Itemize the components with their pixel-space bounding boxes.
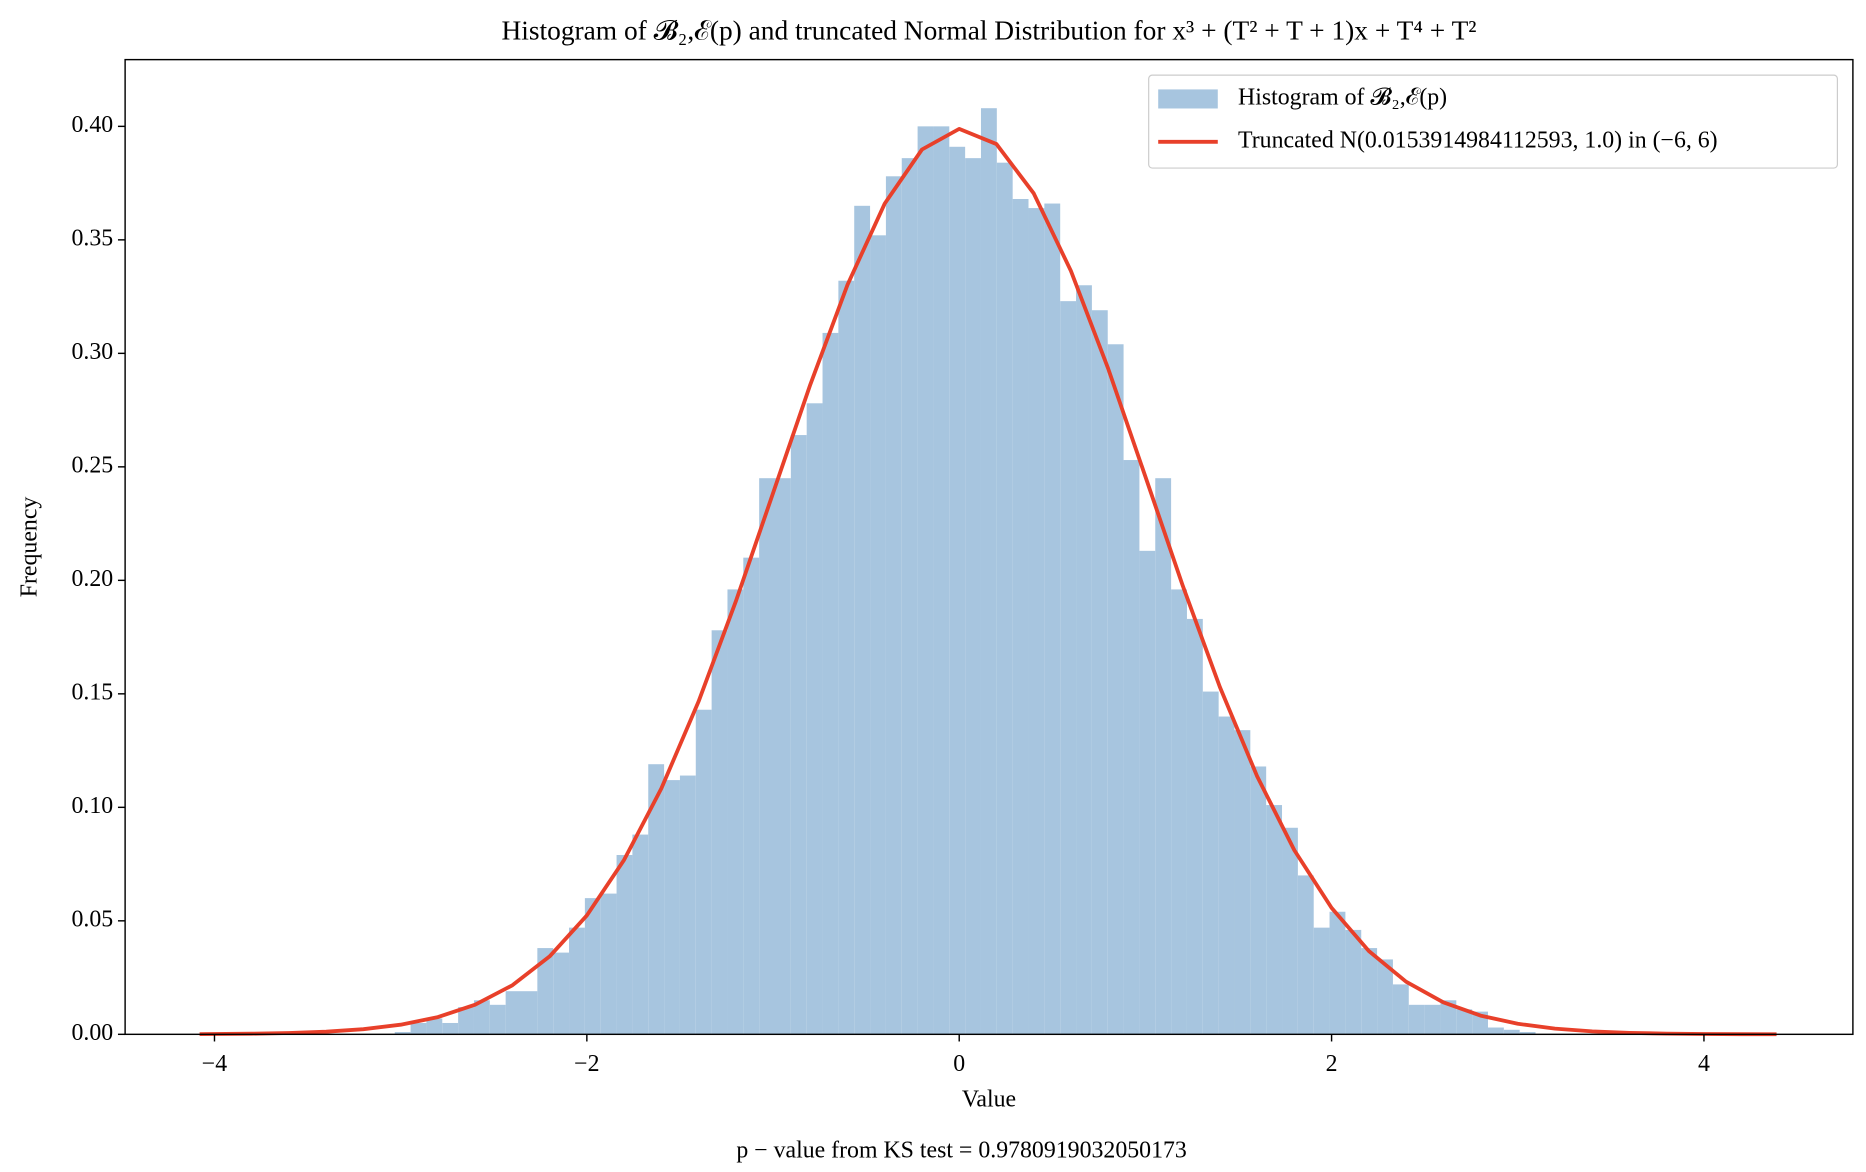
histogram-bar <box>1139 550 1156 1035</box>
histogram-bar <box>822 332 839 1035</box>
x-axis-label: Value <box>962 1087 1016 1113</box>
histogram-bar <box>1503 1029 1520 1035</box>
histogram-bar <box>885 176 902 1035</box>
histogram-bar <box>442 1022 459 1035</box>
histogram-bar <box>1345 929 1362 1035</box>
histogram-bar <box>854 205 871 1035</box>
chart-title: Histogram of 𝓑₂,ℰ(p) and truncated Norma… <box>501 16 1476 46</box>
histogram-bar <box>600 893 617 1035</box>
histogram-bar <box>1313 927 1330 1035</box>
histogram-bar <box>980 108 997 1035</box>
x-tick-label: −4 <box>202 1051 227 1077</box>
histogram-bar <box>489 1004 506 1035</box>
histogram-bar <box>1076 285 1092 1035</box>
x-tick-label: −2 <box>574 1051 599 1077</box>
histogram-bar <box>996 162 1013 1035</box>
histogram-bar <box>901 158 918 1035</box>
histogram-bar <box>727 589 744 1035</box>
histogram-bar <box>1060 301 1077 1035</box>
histogram-bar <box>1028 208 1045 1035</box>
annotation: p − value from KS test = 0.9780919032050… <box>736 1138 1186 1164</box>
legend-swatch <box>1158 89 1218 109</box>
histogram-bar <box>569 927 585 1035</box>
histogram-bar <box>743 557 760 1035</box>
histogram-bar <box>458 1007 474 1035</box>
legend: Histogram of 𝓑₂,ℰ(p) Truncated N(0.015391… <box>1148 74 1838 169</box>
histogram-bar <box>1487 1027 1504 1035</box>
histogram-bar <box>806 403 823 1035</box>
histogram-bar <box>473 1000 490 1035</box>
y-tick-label: 0.35 <box>71 225 113 251</box>
histogram-bar <box>1297 875 1314 1035</box>
histogram-bar <box>1456 1009 1473 1035</box>
histogram-bar <box>1044 203 1061 1035</box>
histogram-bar <box>410 1022 427 1035</box>
x-tick-label: 2 <box>1326 1051 1338 1077</box>
histogram-bar <box>695 709 712 1035</box>
y-axis-label: Frequency <box>16 497 42 598</box>
histogram-bar <box>1186 618 1203 1035</box>
histogram-bar <box>1519 1032 1536 1035</box>
histogram-bar <box>394 1032 411 1035</box>
histogram-bar <box>426 1018 443 1035</box>
histogram-bar <box>1440 1000 1457 1035</box>
histogram-bar <box>790 435 807 1035</box>
x-tick-label: 4 <box>1698 1051 1710 1077</box>
histogram-bar <box>1408 1004 1425 1035</box>
histogram-bar <box>1424 1004 1441 1035</box>
histogram-bar <box>870 235 886 1035</box>
histogram-bar <box>949 146 966 1035</box>
histogram-bar <box>1123 460 1140 1035</box>
curve <box>199 126 1777 1037</box>
histogram-bar <box>917 126 934 1035</box>
histogram-bar <box>1091 310 1108 1035</box>
histogram-bar <box>537 948 554 1035</box>
histogram-bar <box>775 478 791 1035</box>
histogram-bar <box>1266 805 1283 1035</box>
histogram-bar <box>1202 691 1219 1035</box>
histogram-bar <box>664 780 680 1035</box>
histogram-bar <box>1329 911 1346 1035</box>
y-tick-label: 0.40 <box>71 112 113 138</box>
x-tick-label: 0 <box>953 1051 965 1077</box>
histogram-bar <box>553 952 570 1035</box>
histogram-bar <box>1155 478 1172 1035</box>
histogram-bar <box>1361 948 1378 1035</box>
axes-frame <box>124 58 1854 1036</box>
histogram-bar <box>1218 716 1235 1035</box>
histogram-bar <box>711 630 728 1035</box>
histogram-bar <box>1392 984 1409 1035</box>
legend-box <box>1148 74 1838 169</box>
histogram-bar <box>521 991 538 1035</box>
histogram-bar <box>505 991 522 1035</box>
legend-label: Histogram of 𝓑₂,ℰ(p) <box>1238 84 1447 110</box>
histogram-bar <box>759 478 776 1035</box>
histogram-bar <box>965 158 981 1035</box>
histogram-bar <box>1282 827 1298 1035</box>
legend-label: Truncated N(0.0153914984112593, 1.0) in … <box>1238 127 1718 153</box>
histogram-bar <box>1377 959 1393 1035</box>
histogram-bar <box>584 898 601 1035</box>
histogram-bar <box>1171 589 1187 1035</box>
histogram-bar <box>679 775 696 1035</box>
y-tick-label: 0.10 <box>71 793 113 819</box>
y-tick-label: 0.15 <box>71 679 113 705</box>
histogram-bar <box>1012 198 1029 1035</box>
y-tick-label: 0.20 <box>71 566 113 592</box>
histogram-bar <box>648 764 665 1035</box>
y-tick-label: 0.25 <box>71 452 113 478</box>
histogram-bar <box>632 834 649 1035</box>
y-tick-label: 0.05 <box>71 906 113 932</box>
histogram-bar <box>1107 344 1124 1035</box>
histogram-bar <box>1250 766 1267 1035</box>
histogram-bar <box>933 126 950 1035</box>
histogram-bar <box>616 855 633 1035</box>
y-tick-label: 0.00 <box>71 1020 113 1046</box>
y-tick-label: 0.30 <box>71 339 113 365</box>
histogram-bar <box>1234 730 1251 1035</box>
histogram-bar <box>838 280 855 1035</box>
